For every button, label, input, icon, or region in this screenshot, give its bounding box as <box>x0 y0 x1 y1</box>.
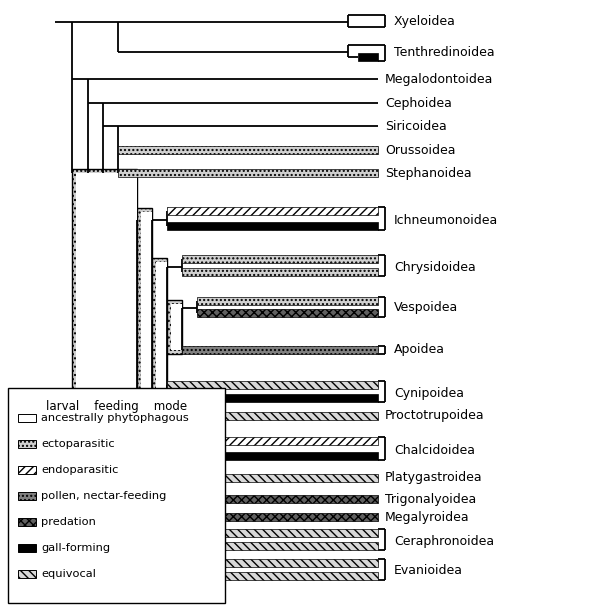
Text: Cynipoidea: Cynipoidea <box>394 387 464 400</box>
Text: ectoparasitic: ectoparasitic <box>41 439 115 449</box>
Text: Xyeloidea: Xyeloidea <box>394 15 456 29</box>
Text: Platygastroidea: Platygastroidea <box>385 471 482 485</box>
Bar <box>167 452 378 460</box>
Bar <box>137 412 378 420</box>
Text: Megalyroidea: Megalyroidea <box>385 510 470 524</box>
Bar <box>197 297 378 305</box>
Text: Cephoidea: Cephoidea <box>385 96 452 110</box>
Text: Proctotrupoidea: Proctotrupoidea <box>385 409 485 423</box>
Bar <box>167 572 378 580</box>
Bar <box>167 207 378 215</box>
Bar <box>137 474 378 482</box>
Bar <box>18 570 36 578</box>
Text: larval    feeding    mode: larval feeding mode <box>46 400 187 413</box>
Bar <box>156 262 167 571</box>
Bar <box>72 169 137 575</box>
Text: Stephanoidea: Stephanoidea <box>385 166 472 180</box>
Text: Ichneumonoidea: Ichneumonoidea <box>394 214 498 227</box>
Text: Chrysidoidea: Chrysidoidea <box>394 261 476 273</box>
Bar <box>18 518 36 526</box>
Bar <box>182 255 378 263</box>
Bar <box>167 222 378 230</box>
Text: Evanioidea: Evanioidea <box>394 565 463 577</box>
Bar <box>182 346 378 354</box>
Bar <box>167 394 378 402</box>
Text: Trigonalyoidea: Trigonalyoidea <box>385 493 476 505</box>
Bar <box>137 495 378 503</box>
Text: gall-forming: gall-forming <box>41 543 110 553</box>
Bar <box>182 268 378 276</box>
Text: Ceraphronoidea: Ceraphronoidea <box>394 535 494 547</box>
Bar <box>167 381 378 389</box>
Text: Apoidea: Apoidea <box>394 343 445 356</box>
Text: ancestrally phytophagous: ancestrally phytophagous <box>41 413 189 423</box>
Bar <box>197 309 378 317</box>
Bar <box>76 173 137 571</box>
Bar <box>18 440 36 448</box>
Bar <box>137 437 167 460</box>
Text: Siricoidea: Siricoidea <box>385 119 447 133</box>
Bar <box>18 544 36 552</box>
Bar <box>358 53 378 61</box>
Text: Orussoidea: Orussoidea <box>385 144 455 157</box>
Text: Chalcidoidea: Chalcidoidea <box>394 443 475 457</box>
Bar <box>167 559 378 567</box>
Text: Megalodontoidea: Megalodontoidea <box>385 72 493 85</box>
Bar <box>137 513 378 521</box>
Bar <box>167 529 378 537</box>
Text: endoparasitic: endoparasitic <box>41 465 118 475</box>
Bar <box>141 212 152 571</box>
Bar <box>137 208 152 575</box>
Bar <box>167 437 378 445</box>
Text: pollen, nectar-feeding: pollen, nectar-feeding <box>41 491 166 501</box>
Text: Vespoidea: Vespoidea <box>394 301 458 314</box>
Bar <box>167 300 182 354</box>
Text: Tenthredinoidea: Tenthredinoidea <box>394 46 494 58</box>
Text: predation: predation <box>41 517 96 527</box>
Bar <box>8 388 225 603</box>
Bar <box>118 146 378 154</box>
Bar <box>152 258 167 575</box>
Bar <box>171 304 182 350</box>
Bar <box>118 169 378 177</box>
Bar <box>18 414 36 422</box>
Text: equivocal: equivocal <box>41 569 96 579</box>
Bar <box>18 466 36 474</box>
Bar <box>18 492 36 500</box>
Bar <box>167 542 378 550</box>
